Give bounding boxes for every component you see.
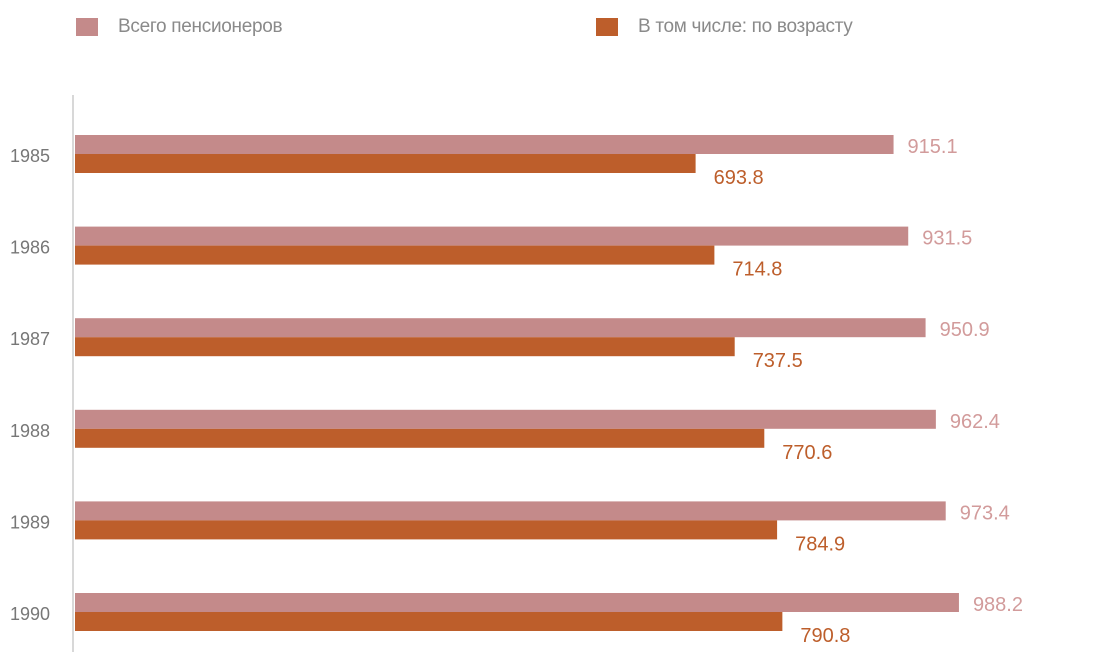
data-label-age: 770.6 <box>782 442 832 464</box>
data-label-total: 988.2 <box>973 594 1023 616</box>
bar-age <box>75 154 696 173</box>
bar-total <box>75 135 894 154</box>
data-label-total: 950.9 <box>940 319 990 341</box>
legend-label-total: Всего пенсионеров <box>118 16 283 37</box>
bar-total <box>75 501 946 521</box>
data-label-age: 737.5 <box>753 350 803 372</box>
y-tick-label: 1988 <box>10 421 50 441</box>
legend-item-age: В том числе: по возрасту <box>596 14 853 40</box>
data-label-age: 714.8 <box>732 259 782 281</box>
y-tick-label: 1989 <box>10 512 50 532</box>
bar-total <box>75 409 936 429</box>
bar-age <box>75 245 715 265</box>
data-label-age: 784.9 <box>795 533 845 555</box>
legend-label-age: В том числе: по возрасту <box>638 16 853 37</box>
y-tick-label: 1987 <box>10 329 50 349</box>
y-tick-label: 1985 <box>10 146 50 166</box>
bar-total <box>75 593 959 612</box>
y-tick-label: 1990 <box>10 604 50 624</box>
y-tick-label: 1986 <box>10 238 50 258</box>
data-label-total: 931.5 <box>922 228 972 250</box>
bar-age <box>75 612 783 631</box>
data-label-total: 915.1 <box>908 136 958 158</box>
bar-age <box>75 520 778 540</box>
legend-swatch-age <box>596 18 618 36</box>
data-label-total: 973.4 <box>960 502 1010 524</box>
bar-age <box>75 337 735 357</box>
bar-total <box>75 226 909 246</box>
bar-total <box>75 318 926 338</box>
legend-swatch-total <box>76 18 98 36</box>
data-label-age: 790.8 <box>800 625 850 647</box>
legend-item-total: Всего пенсионеров <box>76 14 283 40</box>
data-label-age: 693.8 <box>714 167 764 189</box>
data-label-total: 962.4 <box>950 411 1000 433</box>
bar-age <box>75 428 765 448</box>
